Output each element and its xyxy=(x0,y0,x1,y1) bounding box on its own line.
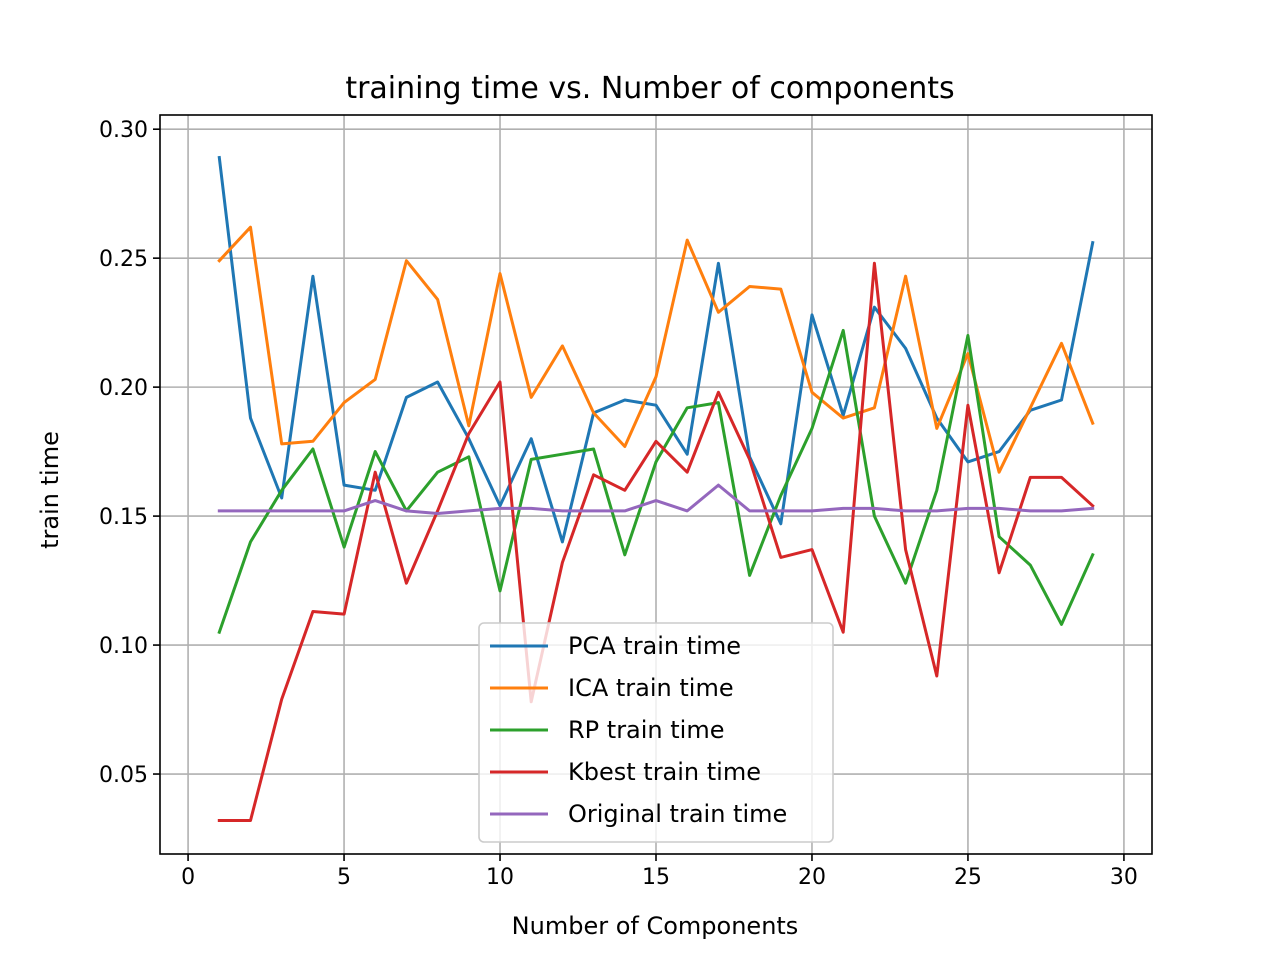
y-tick-label: 0.15 xyxy=(99,505,148,530)
chart-title: training time vs. Number of components xyxy=(345,71,954,106)
legend-label-ica-train-time: ICA train time xyxy=(568,674,734,702)
y-tick-label: 0.05 xyxy=(99,763,148,788)
legend-label-pca-train-time: PCA train time xyxy=(568,632,741,660)
x-tick-label: 20 xyxy=(798,865,826,890)
y-tick-label: 0.20 xyxy=(99,376,148,401)
series-line-ica-train-time xyxy=(217,225,1095,474)
grid xyxy=(160,115,1152,854)
series-line-rp-train-time xyxy=(217,328,1095,635)
x-tick-label: 10 xyxy=(486,865,514,890)
axis-ticks: 0 5 10 15 20 25 30 0.05 0.10 0.15 0.20 0.25 0.30 xyxy=(99,118,1138,890)
y-tick-label: 0.25 xyxy=(99,247,148,272)
x-tick-label: 25 xyxy=(954,865,982,890)
legend-label-rp-train-time: RP train time xyxy=(568,716,725,744)
series-lines xyxy=(217,155,1095,822)
legend-box xyxy=(478,622,834,843)
x-tick-label: 0 xyxy=(181,865,195,890)
legend: PCA train time ICA train time RP train tim… xyxy=(478,622,834,843)
legend-label-kbest-train-time: Kbest train time xyxy=(568,758,761,786)
x-axis-label: Number of Components xyxy=(512,912,799,940)
series-line-original-train-time xyxy=(217,483,1095,515)
x-tick-label: 30 xyxy=(1110,865,1138,890)
legend-label-original-train-time: Original train time xyxy=(568,800,787,828)
y-axis-label: train time xyxy=(36,431,64,549)
x-tick-label: 5 xyxy=(337,865,351,890)
y-tick-label: 0.10 xyxy=(99,634,148,659)
y-tick-label: 0.30 xyxy=(99,118,148,143)
series-line-kbest-train-time xyxy=(217,261,1095,822)
x-tick-label: 15 xyxy=(642,865,670,890)
